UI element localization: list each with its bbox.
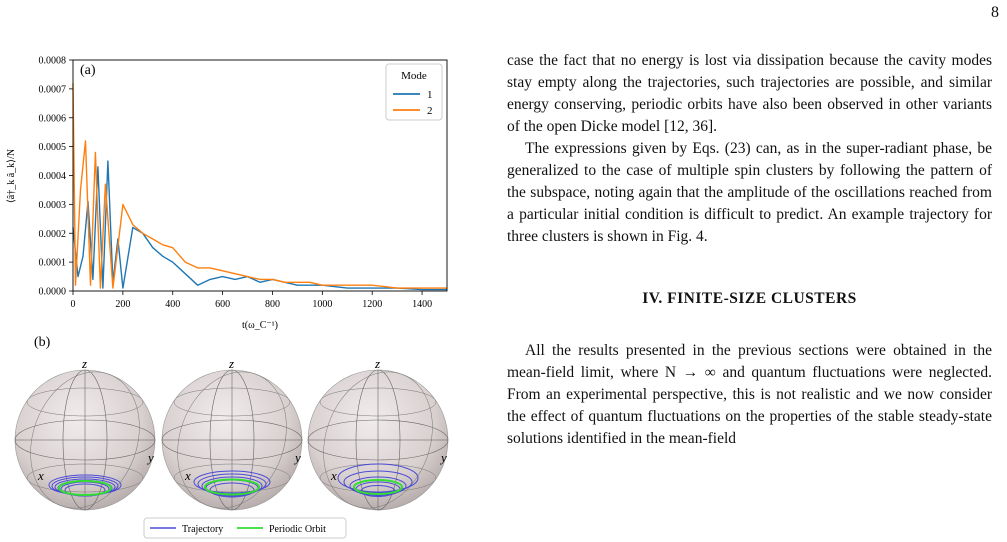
section-heading: IV. FINITE-SIZE CLUSTERS [642,290,857,307]
y-tick-label: 0.0003 [39,200,67,211]
mode-occupation-chart: 0.0000 0.0001 0.0002 0.0003 0.0004 0.0005 0.00… [6,56,448,331]
x-tick-label: 800 [265,299,280,310]
legend-label-trajectory: Trajectory [182,524,223,535]
body-text-column: case the fact that no energy is lost via… [507,50,992,450]
x-tick-label: 200 [115,299,130,310]
plot-frame [72,59,448,292]
axis-y-label: y [439,450,447,465]
legend: Mode 1 2 [385,63,443,121]
x-tick-label: 1000 [312,299,332,310]
bloch-sphere-3: z x y [307,356,449,511]
y-ticks: 0.0000 0.0001 0.0002 0.0003 0.0004 0.0005 0.00… [39,56,73,298]
y-axis-label: ⟨â†_k â_k⟩/N [6,149,17,203]
y-tick-label: 0.0008 [39,56,67,67]
bloch-sphere-1: z x y [14,356,156,511]
paragraph-1: case the fact that no energy is lost via… [507,52,992,135]
series-line-mode-2 [72,83,447,289]
page-number: 8 [991,4,999,21]
paragraph-2: The expressions given by Eqs. (23) can, … [507,140,992,245]
axis-y-label: y [293,450,301,465]
y-tick-label: 0.0004 [39,171,67,182]
legend-label-periodic-orbit: Periodic Orbit [269,524,326,535]
x-tick-label: 600 [215,299,230,310]
y-tick-label: 0.0005 [39,142,67,153]
axis-x-label: x [37,468,44,483]
series-line-mode-1 [72,160,447,291]
axis-x-label: x [330,468,337,483]
periodic-orbit [353,479,403,495]
sphere-legend: Trajectory Periodic Orbit [143,517,347,539]
x-ticks: 0 200 400 600 800 1000 1200 1400 [71,291,432,310]
y-tick-label: 0.0007 [39,84,67,95]
series-lines [72,83,447,291]
y-tick-label: 0.0002 [39,229,67,240]
x-axis-label: t(ω_C⁻¹) [242,320,278,331]
axis-z-label: z [374,356,380,371]
y-tick-label: 0.0001 [39,258,67,269]
y-tick-label: 0.0006 [39,113,67,124]
legend-label-2: 2 [427,105,433,117]
axis-y-label: y [146,450,154,465]
periodic-orbit [58,480,112,496]
x-tick-label: 1200 [362,299,382,310]
panel-a-label: (a) [80,63,96,78]
legend-label-1: 1 [427,89,433,101]
y-tick-label: 0.0000 [39,287,67,298]
x-tick-label: 1400 [412,299,432,310]
axis-x-label: x [184,468,191,483]
axis-z-label: z [228,356,234,371]
x-tick-label: 400 [165,299,180,310]
paragraph-3: All the results presented in the previou… [507,342,992,447]
bloch-sphere-2: z x y [161,356,303,511]
axis-z-label: z [81,356,87,371]
x-tick-label: 0 [71,299,76,310]
periodic-orbit [204,478,260,496]
panel-b-label: (b) [34,335,51,350]
legend-title: Mode [401,70,427,82]
bloch-spheres-panel: (b) z x y [14,335,449,539]
legend-box [385,63,443,121]
